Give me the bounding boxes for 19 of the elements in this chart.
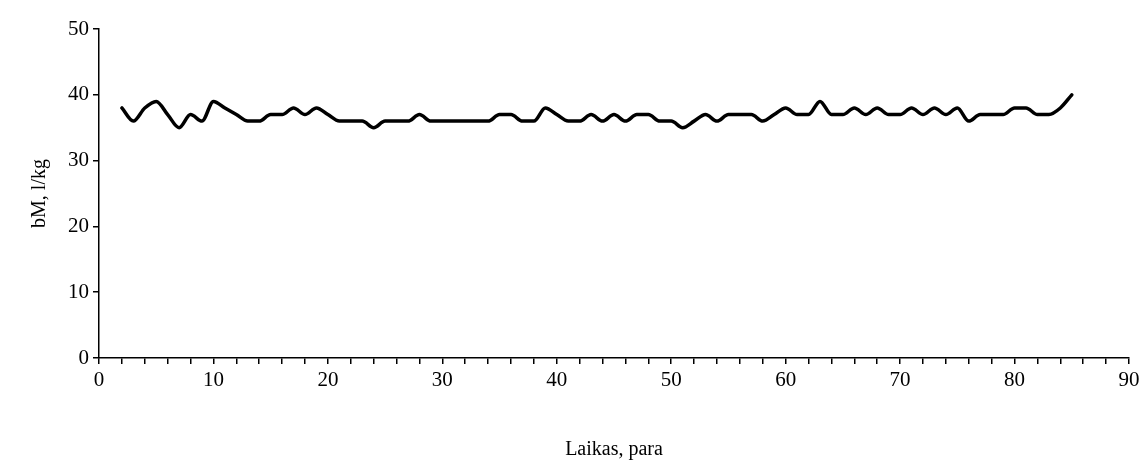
- line-series: [120, 93, 1074, 130]
- x-tick-label: 40: [546, 367, 568, 392]
- y-tick-label: 30: [68, 147, 89, 172]
- x-tick-label: 0: [93, 367, 105, 392]
- x-tick-label: 10: [202, 367, 224, 392]
- x-axis-title: Laikas, para: [565, 437, 663, 461]
- x-tick-label: 80: [1004, 367, 1026, 392]
- y-tick-label: 0: [78, 344, 89, 369]
- y-tick-label: 40: [68, 81, 89, 106]
- x-tick-label: 20: [317, 367, 339, 392]
- x-tick-label: 50: [660, 367, 682, 392]
- y-axis-title: bM, l/kg: [27, 159, 51, 228]
- y-tick-label: 10: [68, 278, 89, 303]
- y-tick-label: 20: [68, 212, 89, 237]
- y-tick-label: 50: [68, 15, 89, 40]
- x-tick-label: 90: [1118, 367, 1140, 392]
- x-tick-label: 60: [775, 367, 797, 392]
- x-tick-label: 70: [889, 367, 911, 392]
- x-tick-label: 30: [431, 367, 453, 392]
